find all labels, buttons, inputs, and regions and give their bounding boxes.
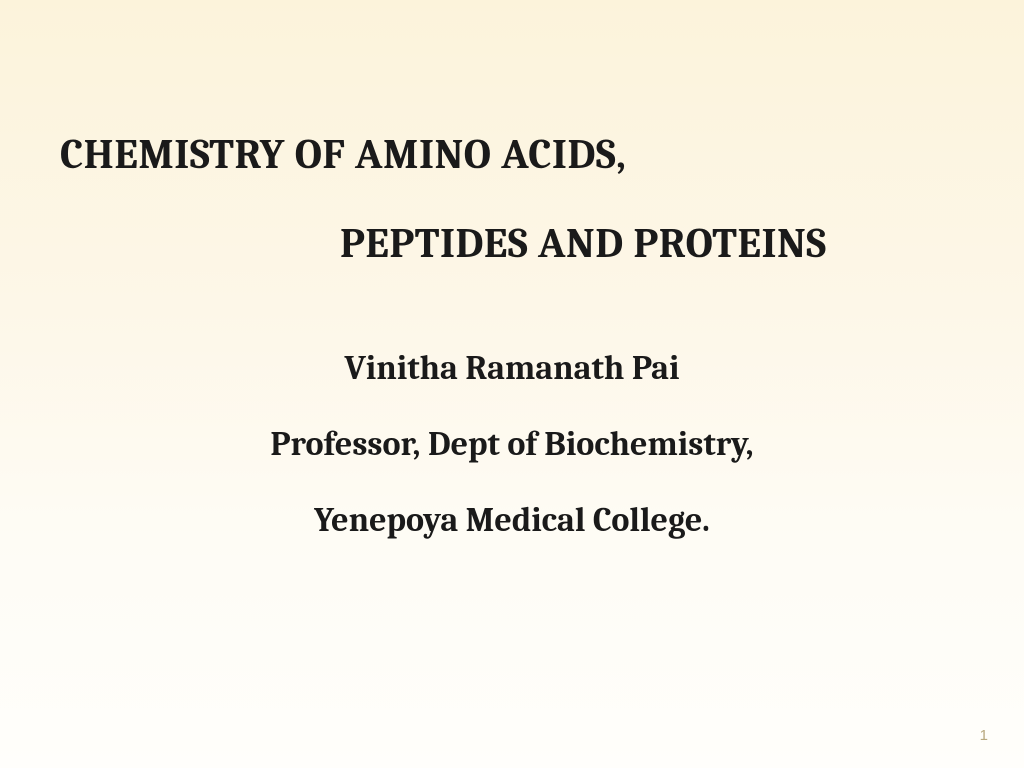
presentation-slide: CHEMISTRY OF AMINO ACIDS, PEPTIDES AND P… xyxy=(0,0,1024,768)
author-name: Vinitha Ramanath Pai xyxy=(100,348,924,388)
page-number: 1 xyxy=(980,727,988,744)
author-affiliation: Yenepoya Medical College. xyxy=(100,500,924,540)
author-title: Professor, Dept of Biochemistry, xyxy=(100,424,924,464)
slide-title-line2: PEPTIDES AND PROTEINS xyxy=(340,219,964,268)
author-block: Vinitha Ramanath Pai Professor, Dept of … xyxy=(60,348,964,540)
slide-title-line1: CHEMISTRY OF AMINO ACIDS, xyxy=(60,130,964,179)
